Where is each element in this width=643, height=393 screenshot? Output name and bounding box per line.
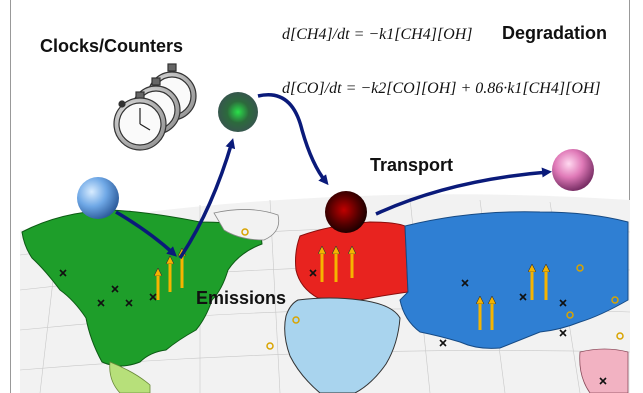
arrow-red-to-pink <box>375 167 552 216</box>
dark-green-sphere <box>218 92 258 132</box>
station-markers <box>59 269 607 385</box>
arrow-green-to-red <box>257 93 329 186</box>
stopwatch-icon <box>113 63 197 151</box>
light-blue-sphere <box>77 177 119 219</box>
emission-arrows <box>158 250 546 330</box>
transport-label: Transport <box>370 155 454 175</box>
asia-region <box>399 211 629 349</box>
emissions-label: Emissions <box>196 288 287 308</box>
transport-arrows <box>115 93 552 259</box>
pink-sphere <box>552 149 594 191</box>
central-america-region <box>109 361 151 393</box>
africa-region <box>284 297 401 393</box>
dark-red-sphere <box>325 191 367 233</box>
degradation-label: Degradation <box>502 23 608 43</box>
arrow-blue-to-na <box>115 210 177 257</box>
diagram-frame <box>10 0 630 393</box>
clocks-counters-label: Clocks/Counters <box>40 36 184 56</box>
southeast-region <box>579 348 629 393</box>
greenland-region <box>213 209 280 241</box>
station-circles <box>241 228 624 350</box>
arrow-na-to-green <box>178 138 236 259</box>
co-rate-equation: d[CO]/dt = −k2[CO][OH] + 0.86·k1[CH4][OH… <box>282 80 601 97</box>
ch4-rate-equation: d[CH4]/dt = −k1[CH4][OH] <box>282 26 473 43</box>
north-america-region <box>21 209 263 367</box>
